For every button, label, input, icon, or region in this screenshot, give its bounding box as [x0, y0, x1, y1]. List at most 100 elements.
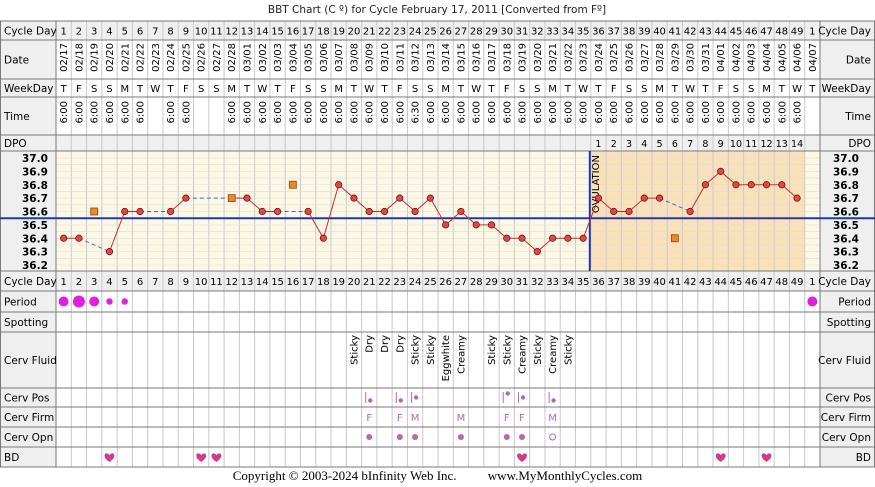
cycle-day-label: 39 — [638, 27, 651, 38]
time-label: 6:00 — [105, 101, 116, 123]
weekday-label: M — [655, 84, 664, 95]
date-label: 03/24 — [594, 43, 605, 72]
time-label: 6:30 — [411, 101, 422, 123]
time-label: 6:00 — [716, 101, 727, 123]
temp-point — [533, 248, 541, 256]
date-label: 03/16 — [472, 43, 483, 72]
temp-point — [655, 194, 664, 202]
time-label: 6:00 — [640, 101, 651, 123]
cycle-day-label: 35 — [577, 27, 590, 38]
cycle-day-label-bottom: 6 — [137, 277, 143, 288]
bd-heart-icon — [211, 453, 222, 462]
cycle-day-label-bottom: 3 — [91, 277, 97, 288]
bd-heart-icon — [104, 453, 115, 462]
date-label: 02/23 — [151, 43, 162, 72]
cycle-day-label-bottom: 26 — [439, 277, 452, 288]
time-label: 6:00 — [563, 101, 574, 123]
temp-point — [121, 207, 129, 216]
cycle-day-label-bottom: 25 — [424, 277, 437, 288]
site-link[interactable]: www.MyMonthlyCycles.com — [487, 468, 643, 483]
weekday-label: T — [60, 84, 68, 95]
weekday-label: F — [290, 84, 296, 95]
date-label: 03/13 — [426, 43, 437, 72]
time-label: 6:00 — [670, 101, 681, 123]
weekday-label: T — [167, 84, 175, 95]
weekday-label: W — [364, 84, 374, 95]
weekday-label: S — [733, 84, 739, 95]
cycle-day-label: 12 — [225, 27, 238, 38]
cerv-fluid-label: Creamy — [456, 335, 467, 374]
time-label: 6:00 — [395, 101, 406, 123]
date-label: 04/04 — [762, 43, 773, 72]
time-label: 6:00 — [288, 101, 299, 123]
weekday-label: S — [213, 84, 219, 95]
temp-tick-label: 36.9 — [22, 166, 48, 178]
cycle-day-label: 3 — [91, 27, 97, 38]
temp-point — [273, 207, 282, 216]
weekday-label: T — [136, 84, 144, 95]
row-label-cerv_fluid: Cerv Fluid — [4, 355, 57, 367]
weekday-label: W — [257, 84, 267, 95]
cycle-day-label-bottom: 23 — [393, 277, 406, 288]
row-label-spotting: Spotting — [4, 317, 48, 329]
cycle-day-label: 4 — [106, 27, 112, 38]
weekday-label: S — [519, 84, 525, 95]
temp-tick-label: 36.4 — [22, 233, 48, 245]
cycle-day-label: 21 — [363, 27, 376, 38]
temp-point — [442, 221, 450, 229]
period-mark — [58, 296, 69, 307]
cycle-day-label: 48 — [775, 27, 788, 38]
cycle-day-label-bottom: 45 — [730, 277, 743, 288]
date-label: 02/17 — [59, 43, 70, 72]
cervix-opening-closed — [457, 434, 464, 440]
time-label: 6:00 — [136, 101, 147, 123]
temp-tick-label-right: 36.7 — [833, 193, 859, 205]
cycle-day-label: 36 — [592, 27, 605, 38]
temp-point — [335, 181, 343, 189]
temp-point — [304, 207, 312, 216]
cycle-day-label: 20 — [348, 27, 361, 38]
time-label: 6:00 — [793, 101, 804, 123]
temp-point — [457, 207, 465, 216]
time-label: 6:00 — [701, 101, 712, 123]
temp-point — [136, 207, 144, 216]
date-label: 03/07 — [334, 43, 345, 72]
cycle-day-label: 11 — [210, 27, 223, 38]
cycle-day-label: 41 — [668, 27, 681, 38]
temp-point — [747, 181, 755, 189]
cycle-day-label: 47 — [760, 27, 773, 38]
cycle-day-label-bottom: 21 — [363, 277, 376, 288]
cycle-day-label-bottom: 9 — [183, 277, 189, 288]
time-label: 6:00 — [518, 101, 529, 123]
date-label: 02/21 — [120, 43, 131, 72]
temp-line — [307, 211, 324, 239]
cycle-day-label: 32 — [531, 27, 544, 38]
date-label: 03/23 — [579, 43, 590, 72]
cervix-firmness-label: M — [411, 413, 420, 424]
cycle-day-label: 25 — [424, 27, 437, 38]
temp-point — [60, 234, 68, 242]
cervix-position-dot — [368, 398, 373, 403]
time-label: 6:00 — [502, 101, 513, 123]
cycle-day-label: 23 — [393, 27, 406, 38]
time-label: 6:00 — [777, 101, 788, 123]
copyright-text: Copyright © 2003-2024 bInfinity Web Inc. — [232, 468, 457, 483]
time-label: 6:00 — [166, 101, 177, 123]
dpo-label: 9 — [718, 139, 724, 150]
date-label: 03/21 — [548, 43, 559, 72]
cycle-day-label: 6 — [137, 27, 143, 38]
temp-tick-label-right: 36.6 — [833, 207, 859, 219]
weekday-label: S — [641, 84, 647, 95]
date-label: 03/09 — [365, 43, 376, 72]
time-label: 6:00 — [120, 101, 131, 123]
temp-point — [258, 207, 266, 216]
cycle-day-label-bottom: 39 — [638, 277, 651, 288]
cycle-day-label: 19 — [332, 27, 345, 38]
row-label-date: Date — [4, 55, 29, 67]
weekday-label: F — [76, 84, 82, 95]
weekday-label: W — [471, 84, 481, 95]
cycle-day-label-bottom: 49 — [791, 277, 804, 288]
period-mark — [72, 295, 85, 308]
cycle-day-label-bottom: 29 — [485, 277, 498, 288]
